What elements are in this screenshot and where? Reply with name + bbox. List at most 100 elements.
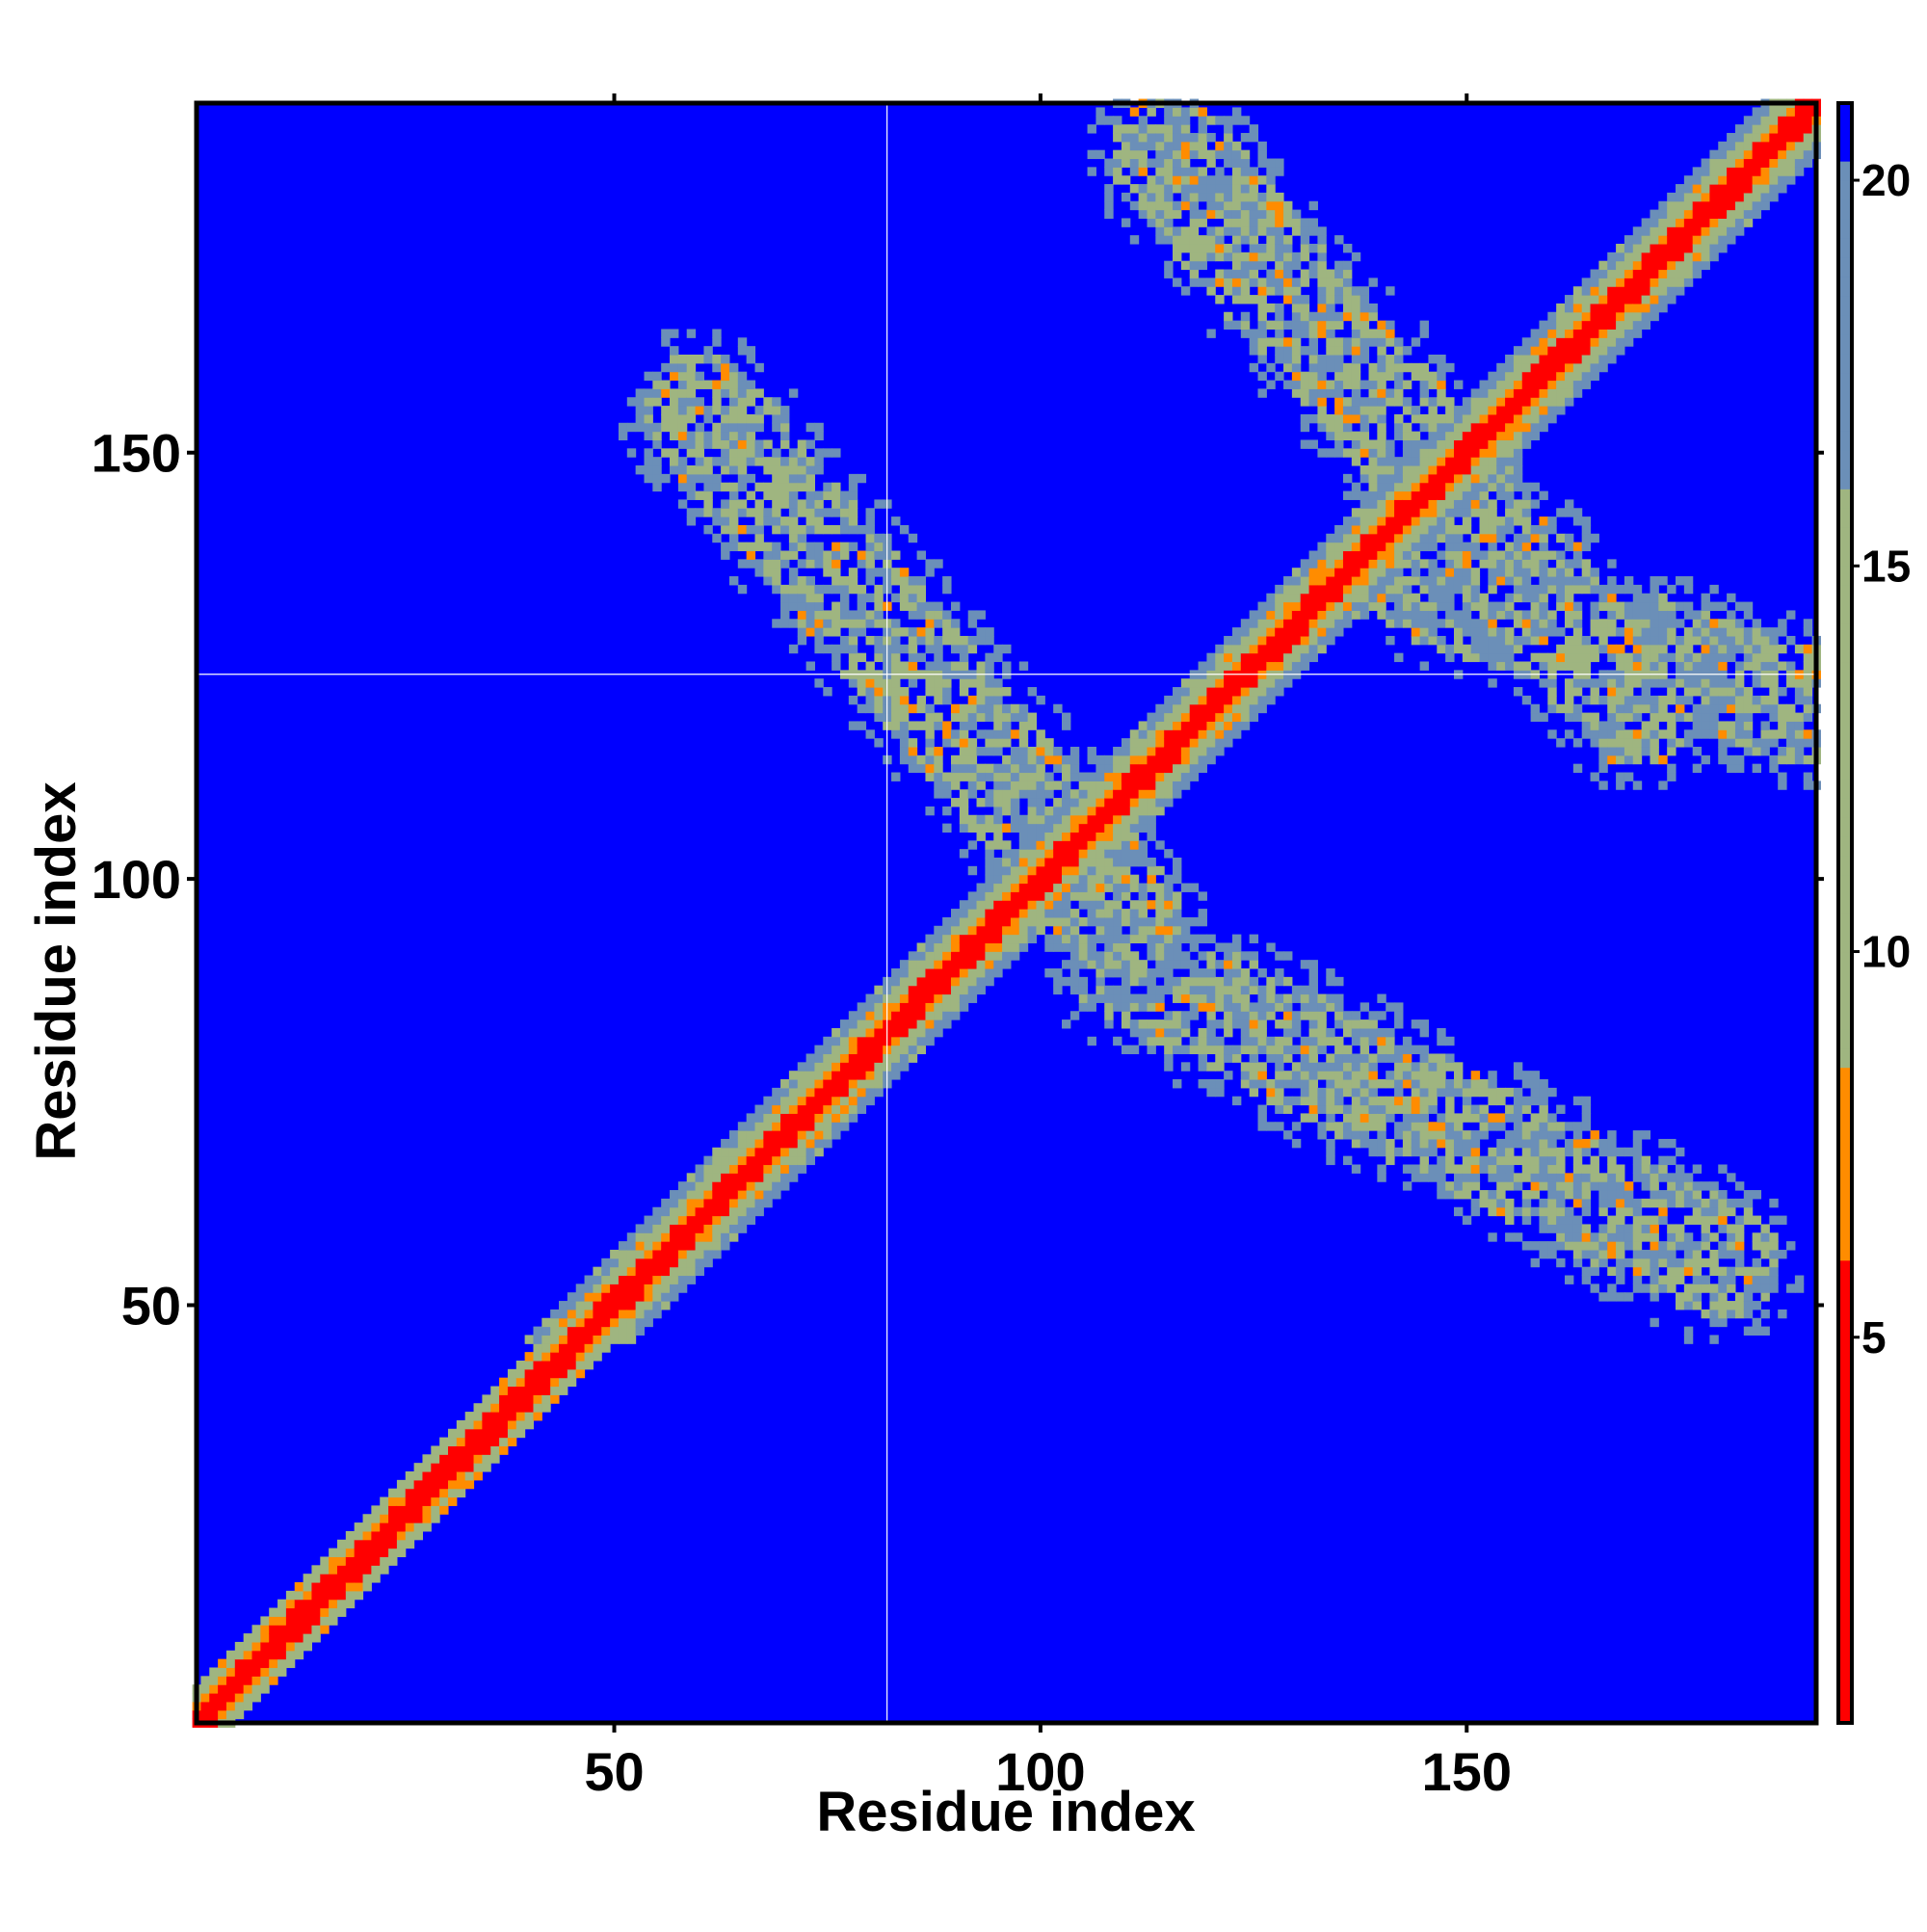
heat-cell bbox=[797, 1164, 807, 1174]
heat-cell bbox=[1249, 1045, 1259, 1055]
heat-cell bbox=[1002, 934, 1012, 944]
heat-cell bbox=[1138, 909, 1148, 918]
heat-cell bbox=[490, 1394, 500, 1404]
heat-cell bbox=[1266, 1053, 1276, 1063]
heat-cell bbox=[763, 490, 773, 500]
heat-cell bbox=[1173, 175, 1182, 185]
heat-cell bbox=[1308, 1002, 1318, 1012]
heat-cell bbox=[1547, 1249, 1557, 1259]
heat-cell bbox=[959, 942, 969, 952]
heat-cell bbox=[746, 524, 756, 535]
heat-cell bbox=[1437, 490, 1446, 500]
heat-cell bbox=[950, 781, 961, 790]
heat-cell bbox=[1402, 508, 1412, 517]
heat-cell bbox=[1198, 1027, 1207, 1038]
heat-cell bbox=[1113, 823, 1122, 833]
heat-cell bbox=[1173, 865, 1182, 876]
heat-cell bbox=[1164, 960, 1174, 969]
heat-cell bbox=[1598, 286, 1608, 296]
heat-cell bbox=[1342, 422, 1353, 433]
heat-cell bbox=[652, 1257, 662, 1268]
heat-cell bbox=[1470, 422, 1481, 433]
heat-cell bbox=[1386, 533, 1395, 543]
heat-cell bbox=[891, 1011, 901, 1020]
heat-cell bbox=[728, 1173, 739, 1182]
heat-cell bbox=[772, 499, 781, 509]
heat-cell bbox=[985, 934, 994, 944]
heat-cell bbox=[1359, 1104, 1370, 1114]
heat-cell bbox=[712, 1215, 722, 1225]
heat-cell bbox=[1394, 482, 1404, 492]
heat-cell bbox=[1607, 1198, 1617, 1208]
heat-cell bbox=[1300, 422, 1310, 433]
heat-cell bbox=[1616, 772, 1625, 781]
heat-cell bbox=[1231, 226, 1242, 236]
heat-cell bbox=[1402, 1096, 1412, 1106]
heat-cell bbox=[1129, 158, 1140, 168]
heat-cell bbox=[1291, 1138, 1302, 1149]
heat-cell bbox=[1326, 1122, 1335, 1131]
heat-cell bbox=[1437, 380, 1446, 389]
heat-cell bbox=[1180, 192, 1191, 202]
heat-cell bbox=[1104, 960, 1114, 969]
heat-cell bbox=[1240, 678, 1251, 688]
heat-cell bbox=[303, 1574, 312, 1583]
heat-cell bbox=[1351, 550, 1361, 560]
heat-cell bbox=[584, 1335, 594, 1344]
heat-cell bbox=[1530, 550, 1541, 560]
heat-cell bbox=[1147, 993, 1156, 1003]
heat-cell bbox=[1616, 661, 1625, 671]
heat-cell bbox=[1488, 439, 1497, 449]
heat-cell bbox=[1394, 346, 1404, 356]
heat-cell bbox=[1470, 406, 1481, 415]
heat-cell bbox=[857, 1079, 867, 1089]
heat-cell bbox=[1002, 960, 1012, 969]
heat-cell bbox=[1044, 857, 1054, 867]
heat-cell bbox=[1334, 1062, 1344, 1072]
heat-cell bbox=[1231, 175, 1242, 185]
heat-cell bbox=[1113, 124, 1122, 134]
heat-cell bbox=[950, 635, 961, 646]
heat-cell bbox=[1078, 823, 1089, 833]
heat-cell bbox=[1147, 823, 1156, 833]
heat-cell bbox=[857, 1036, 867, 1046]
heat-cell bbox=[1189, 960, 1200, 969]
heat-cell bbox=[1317, 1122, 1327, 1131]
heat-cell bbox=[1419, 1122, 1429, 1131]
heat-cell bbox=[891, 619, 901, 628]
heat-cell bbox=[721, 380, 730, 389]
heat-cell bbox=[985, 925, 994, 936]
heat-cell bbox=[1078, 942, 1089, 952]
heat-cell bbox=[1581, 355, 1592, 364]
heat-cell bbox=[1300, 235, 1310, 245]
heat-cell bbox=[1027, 832, 1038, 841]
heat-cell bbox=[1198, 260, 1207, 271]
heat-cell bbox=[1462, 490, 1472, 500]
heat-cell bbox=[1053, 754, 1063, 765]
heat-cell bbox=[1505, 644, 1515, 654]
heat-cell bbox=[1394, 1079, 1404, 1089]
heat-cell bbox=[1173, 909, 1182, 918]
heat-cell bbox=[763, 559, 773, 569]
heat-cell bbox=[1155, 916, 1165, 927]
heat-cell bbox=[1539, 635, 1548, 646]
heat-cell bbox=[618, 1275, 628, 1284]
heat-cell bbox=[1386, 1138, 1395, 1149]
heat-cell bbox=[1598, 695, 1608, 705]
heat-cell bbox=[763, 406, 773, 415]
heat-cell bbox=[1462, 652, 1472, 663]
heat-cell bbox=[772, 413, 781, 424]
heat-cell bbox=[1402, 516, 1412, 526]
heat-cell bbox=[1453, 1122, 1464, 1131]
heat-cell bbox=[1198, 1036, 1207, 1046]
heat-cell bbox=[661, 1224, 671, 1233]
heat-cell bbox=[1419, 610, 1429, 620]
heat-cell bbox=[1138, 772, 1148, 781]
heat-cell bbox=[601, 1257, 611, 1268]
heat-cell bbox=[405, 1522, 415, 1532]
heat-cell bbox=[652, 473, 662, 484]
heat-cell bbox=[1018, 891, 1029, 901]
heat-cell bbox=[1231, 652, 1242, 663]
heat-cell bbox=[251, 1641, 261, 1652]
heat-cell bbox=[277, 1616, 287, 1626]
